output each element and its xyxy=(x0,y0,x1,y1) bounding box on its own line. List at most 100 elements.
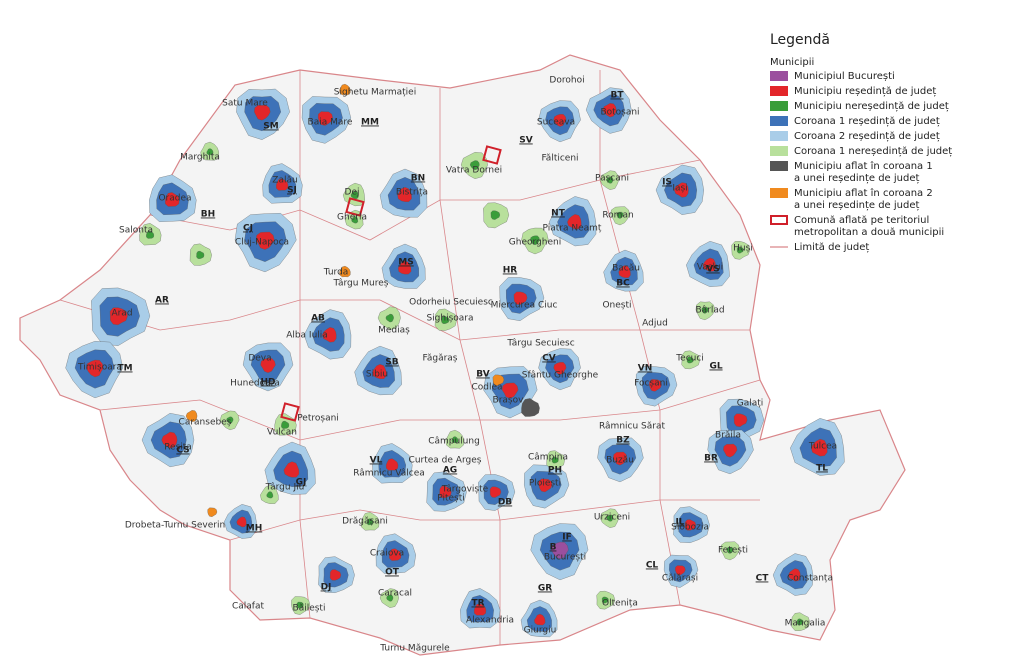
county-label: DB xyxy=(498,498,512,508)
city-label: Iași xyxy=(672,184,687,194)
city-label: Tulcea xyxy=(808,442,837,452)
city-label: Petroșani xyxy=(297,414,339,424)
city-area xyxy=(296,601,304,609)
city-label: Vulcan xyxy=(267,428,297,438)
county-label: NT xyxy=(551,209,566,219)
city-area xyxy=(372,364,387,380)
county-label: GJ xyxy=(296,478,307,488)
city-label: Gherla xyxy=(337,213,367,223)
city-label: Onești xyxy=(602,301,631,311)
city-label: Caracal xyxy=(378,589,412,599)
county-label: CS xyxy=(176,446,189,456)
county-label: MS xyxy=(398,258,413,268)
legend-label: Municipiul București xyxy=(794,71,895,82)
city-label: Slobozia xyxy=(671,523,709,533)
legend-label: a unei reședințe de județ xyxy=(794,173,920,184)
metro-commune xyxy=(345,197,365,217)
city-label: Târgoviște xyxy=(441,485,489,495)
city-label: Câmpina xyxy=(528,453,568,463)
city-label: București xyxy=(544,553,586,563)
city-label: Arad xyxy=(111,309,132,319)
city-label: Brașov xyxy=(493,396,525,406)
legend-swatch xyxy=(770,116,788,126)
legend-label: Municipiu aflat în coroana 1 xyxy=(794,160,933,172)
county-label: CJ xyxy=(243,224,253,234)
city-area xyxy=(255,231,275,250)
city-label: Caransebeș xyxy=(179,418,232,428)
city-label: Curtea de Argeș xyxy=(409,456,482,466)
county-label: TR xyxy=(471,599,484,609)
county-label: AB xyxy=(311,314,325,324)
city-labels: Satu Mare Baia Mare Sighetu Marmației Orade… xyxy=(77,76,837,654)
city-area xyxy=(351,216,359,224)
legend-label: metropolitan a două municipii xyxy=(794,227,944,238)
city-area xyxy=(538,478,553,493)
county-label: B xyxy=(550,543,557,553)
city-area xyxy=(489,486,502,498)
city-label: Oltenița xyxy=(602,599,638,609)
legend: Legendă Municipii Municipiul București Mu… xyxy=(770,32,952,253)
county-label: BZ xyxy=(616,436,630,446)
city-area xyxy=(339,83,351,96)
city-label: Alba Iulia xyxy=(286,331,328,341)
city-area xyxy=(501,382,519,399)
city-label: Pitești xyxy=(437,494,465,504)
metro-commune xyxy=(482,145,502,165)
county-label: IS xyxy=(662,178,672,188)
county-label: SB xyxy=(385,358,398,368)
city-label: Călărași xyxy=(662,574,698,584)
city-label: Suceava xyxy=(537,118,575,128)
legend-label: Coroana 2 reședință de județ xyxy=(794,131,940,142)
city-area xyxy=(686,356,694,364)
county-label: BR xyxy=(704,454,718,464)
city-area xyxy=(389,548,402,561)
county-label: HD xyxy=(260,378,275,388)
county-labels: SM MMBHSJBNCJMSARTMABHDSBCSMHGJVLAGDBPHBV… xyxy=(117,91,828,609)
city-label: Vatra Dornei xyxy=(446,166,502,176)
city-area xyxy=(236,516,247,528)
city-area xyxy=(339,265,351,278)
county-label: PH xyxy=(548,466,562,476)
city-area xyxy=(613,451,628,466)
city-label: Focșani xyxy=(634,379,668,389)
legend-label: Coroana 1 nereședință de județ xyxy=(794,146,952,157)
city-label: Mangalia xyxy=(785,619,826,629)
city-area xyxy=(601,596,609,604)
county-label: SM xyxy=(263,122,278,132)
country-outline xyxy=(19,54,906,656)
city-area xyxy=(260,358,276,373)
city-area xyxy=(616,211,624,219)
metro-commune xyxy=(280,402,300,422)
city-area xyxy=(530,235,540,246)
city-area xyxy=(674,182,689,198)
city-area xyxy=(86,359,104,378)
city-label: Alexandria xyxy=(466,616,514,626)
city-area xyxy=(490,210,501,220)
city-label: Râmnicu Vâlcea xyxy=(353,469,425,479)
city-area xyxy=(701,306,709,314)
city-label: Băilești xyxy=(293,604,326,614)
city-area xyxy=(551,456,559,464)
city-label: Dej xyxy=(345,188,360,198)
legend-swatch xyxy=(770,161,788,171)
city-label: Turnu Măgurele xyxy=(379,644,450,654)
county-label: OT xyxy=(385,568,400,578)
city-area xyxy=(602,103,617,118)
city-label: Codlea xyxy=(471,383,502,393)
city-area xyxy=(567,214,582,230)
city-area xyxy=(322,327,337,343)
legend-swatch xyxy=(770,86,788,96)
city-area xyxy=(702,257,717,272)
county-label: TL xyxy=(816,464,828,474)
legend-swatch xyxy=(770,146,788,156)
county-label: BC xyxy=(616,279,630,289)
county-label: BH xyxy=(201,210,215,220)
city-area xyxy=(386,594,394,602)
city-area xyxy=(185,410,198,422)
city-label: Râmnicu Sărat xyxy=(599,422,665,432)
legend-swatch xyxy=(770,101,788,111)
county-label: MM xyxy=(361,118,379,128)
county-label: GR xyxy=(538,584,552,594)
city-label: Bistrița xyxy=(396,188,428,198)
